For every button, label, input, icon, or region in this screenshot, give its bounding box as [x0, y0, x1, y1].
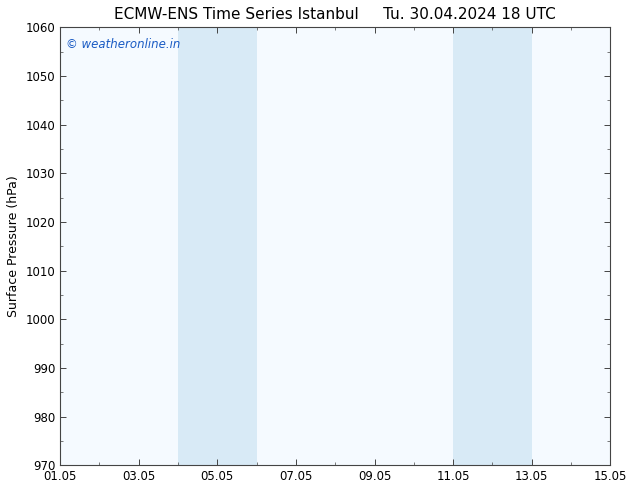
Title: ECMW-ENS Time Series Istanbul     Tu. 30.04.2024 18 UTC: ECMW-ENS Time Series Istanbul Tu. 30.04.… — [114, 7, 556, 22]
Bar — [178, 27, 257, 465]
Text: © weatheronline.in: © weatheronline.in — [65, 38, 180, 51]
Y-axis label: Surface Pressure (hPa): Surface Pressure (hPa) — [7, 175, 20, 317]
Bar — [453, 27, 532, 465]
